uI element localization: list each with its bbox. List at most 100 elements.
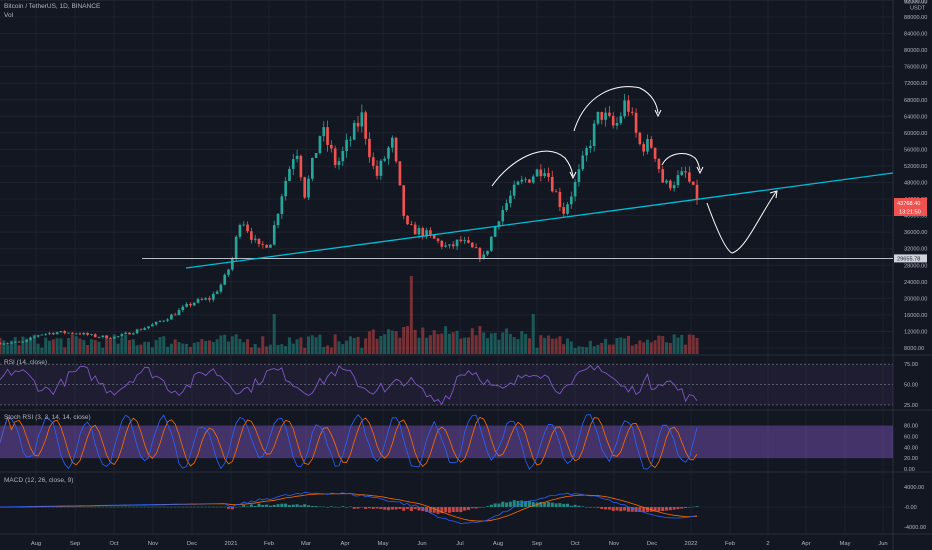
volume-bar bbox=[642, 342, 646, 354]
macd-histogram-bar bbox=[432, 507, 436, 513]
candle-body bbox=[307, 178, 310, 198]
stoch-d-line bbox=[0, 415, 698, 469]
price-tick-label: 88000.00 bbox=[904, 15, 927, 21]
volume-bar bbox=[47, 340, 52, 354]
macd-histogram-bar bbox=[543, 502, 547, 507]
candle-body bbox=[535, 169, 539, 177]
macd-histogram-bar bbox=[684, 507, 688, 508]
macd-histogram-bar bbox=[619, 507, 623, 512]
time-axis[interactable]: Aug Sep Oct Nov Dec 2021 Feb Mar Apr May Jun Jul Aug… bbox=[31, 541, 888, 547]
macd-histogram-bar bbox=[512, 500, 516, 507]
candle-body bbox=[90, 334, 93, 335]
candle-body bbox=[352, 122, 356, 140]
candle-body bbox=[680, 171, 684, 176]
macd-histogram-bar bbox=[261, 505, 265, 507]
volume-bar bbox=[409, 276, 413, 354]
price-axis[interactable]: 8000.00 12000.00 16000.00 20000.00 24000.00 2… bbox=[894, 0, 927, 531]
volume-bar bbox=[668, 342, 672, 354]
price-tick-label: 76000.00 bbox=[904, 65, 927, 71]
drawing-overlays[interactable] bbox=[142, 86, 894, 269]
price-top-label: 92000.00 bbox=[904, 0, 927, 6]
candle-body bbox=[585, 148, 588, 156]
volume-bar bbox=[531, 314, 535, 354]
macd-histogram-bar bbox=[508, 501, 512, 507]
volume-bar bbox=[466, 337, 470, 354]
candle-body bbox=[592, 123, 596, 147]
candle-body bbox=[383, 158, 387, 161]
candle-body bbox=[21, 341, 25, 343]
candle-body bbox=[162, 320, 166, 322]
candle-body bbox=[170, 314, 173, 320]
time-tick-label: Aug bbox=[493, 541, 503, 547]
volume-bar bbox=[284, 346, 288, 354]
volume-bar bbox=[463, 337, 467, 354]
volume-bar bbox=[524, 333, 528, 354]
macd-histogram-bar bbox=[554, 503, 558, 507]
candle-body bbox=[257, 238, 261, 245]
stoch-tick-label: 0.00 bbox=[904, 467, 915, 473]
macd-histogram-bar bbox=[451, 507, 455, 512]
volume-bar bbox=[169, 343, 173, 354]
candle-body bbox=[634, 112, 638, 133]
candle-body bbox=[109, 338, 112, 339]
candle-body bbox=[341, 150, 345, 162]
symbol-title: Bitcoin / TetherUS, 1D, BINANCE bbox=[4, 3, 101, 10]
candle-body bbox=[440, 240, 444, 247]
candle-body bbox=[379, 160, 383, 176]
macd-histogram-bar bbox=[181, 506, 185, 508]
volume-bar bbox=[615, 337, 619, 354]
macd-histogram-bar bbox=[577, 505, 581, 507]
volume-bar bbox=[59, 338, 63, 354]
candle-body bbox=[48, 332, 51, 334]
macd-histogram-bar bbox=[588, 507, 592, 508]
candle-body bbox=[116, 336, 120, 338]
volume-bar bbox=[51, 339, 55, 354]
candle-body bbox=[569, 196, 573, 205]
candle-body bbox=[154, 321, 158, 325]
volume-bar bbox=[371, 329, 375, 354]
macd-histogram-bar bbox=[630, 507, 634, 512]
macd-histogram-bar bbox=[158, 506, 162, 508]
macd-histogram-bar bbox=[234, 506, 238, 508]
candle-body bbox=[684, 171, 687, 173]
volume-bar bbox=[287, 337, 291, 354]
candle-body bbox=[596, 111, 600, 124]
candle-body bbox=[2, 343, 6, 345]
right-shoulder-arc bbox=[661, 153, 701, 171]
volume-bar bbox=[516, 339, 520, 354]
macd-histogram-bar bbox=[668, 507, 672, 511]
candle-body bbox=[448, 244, 451, 246]
macd-histogram-bar bbox=[127, 506, 132, 508]
candle-body bbox=[672, 185, 676, 189]
macd-histogram-bar bbox=[398, 507, 402, 510]
macd-histogram-bar bbox=[246, 506, 250, 507]
candle-body bbox=[120, 334, 124, 337]
candle-body bbox=[573, 182, 577, 197]
volume-bar bbox=[177, 342, 181, 354]
macd-histogram-bar bbox=[440, 507, 444, 514]
candle-body bbox=[512, 184, 516, 196]
volume-bar bbox=[390, 330, 394, 354]
candle-body bbox=[326, 127, 329, 145]
volume-bar bbox=[116, 343, 120, 354]
time-tick-label: 2 bbox=[766, 541, 769, 547]
time-tick-label: Nov bbox=[609, 541, 619, 547]
stoch-rsi-pane[interactable] bbox=[0, 414, 893, 470]
macd-pane[interactable] bbox=[0, 491, 893, 525]
macd-histogram-bar bbox=[356, 507, 360, 509]
macd-histogram-bar bbox=[40, 506, 44, 508]
volume-bar bbox=[13, 337, 17, 354]
candle-body bbox=[600, 111, 604, 120]
macd-histogram-bar bbox=[268, 505, 272, 507]
macd-histogram-bar bbox=[326, 507, 330, 508]
macd-histogram-bar bbox=[497, 503, 501, 507]
candle-body bbox=[695, 184, 699, 201]
rsi-pane[interactable] bbox=[0, 363, 893, 406]
volume-bar bbox=[554, 338, 558, 354]
macd-histogram-bar bbox=[379, 507, 383, 510]
countdown-label: 13:21:50 bbox=[899, 210, 921, 216]
macd-histogram-bar bbox=[550, 502, 554, 507]
volume-bar bbox=[44, 337, 48, 354]
left-shoulder-arrowhead bbox=[569, 171, 577, 180]
